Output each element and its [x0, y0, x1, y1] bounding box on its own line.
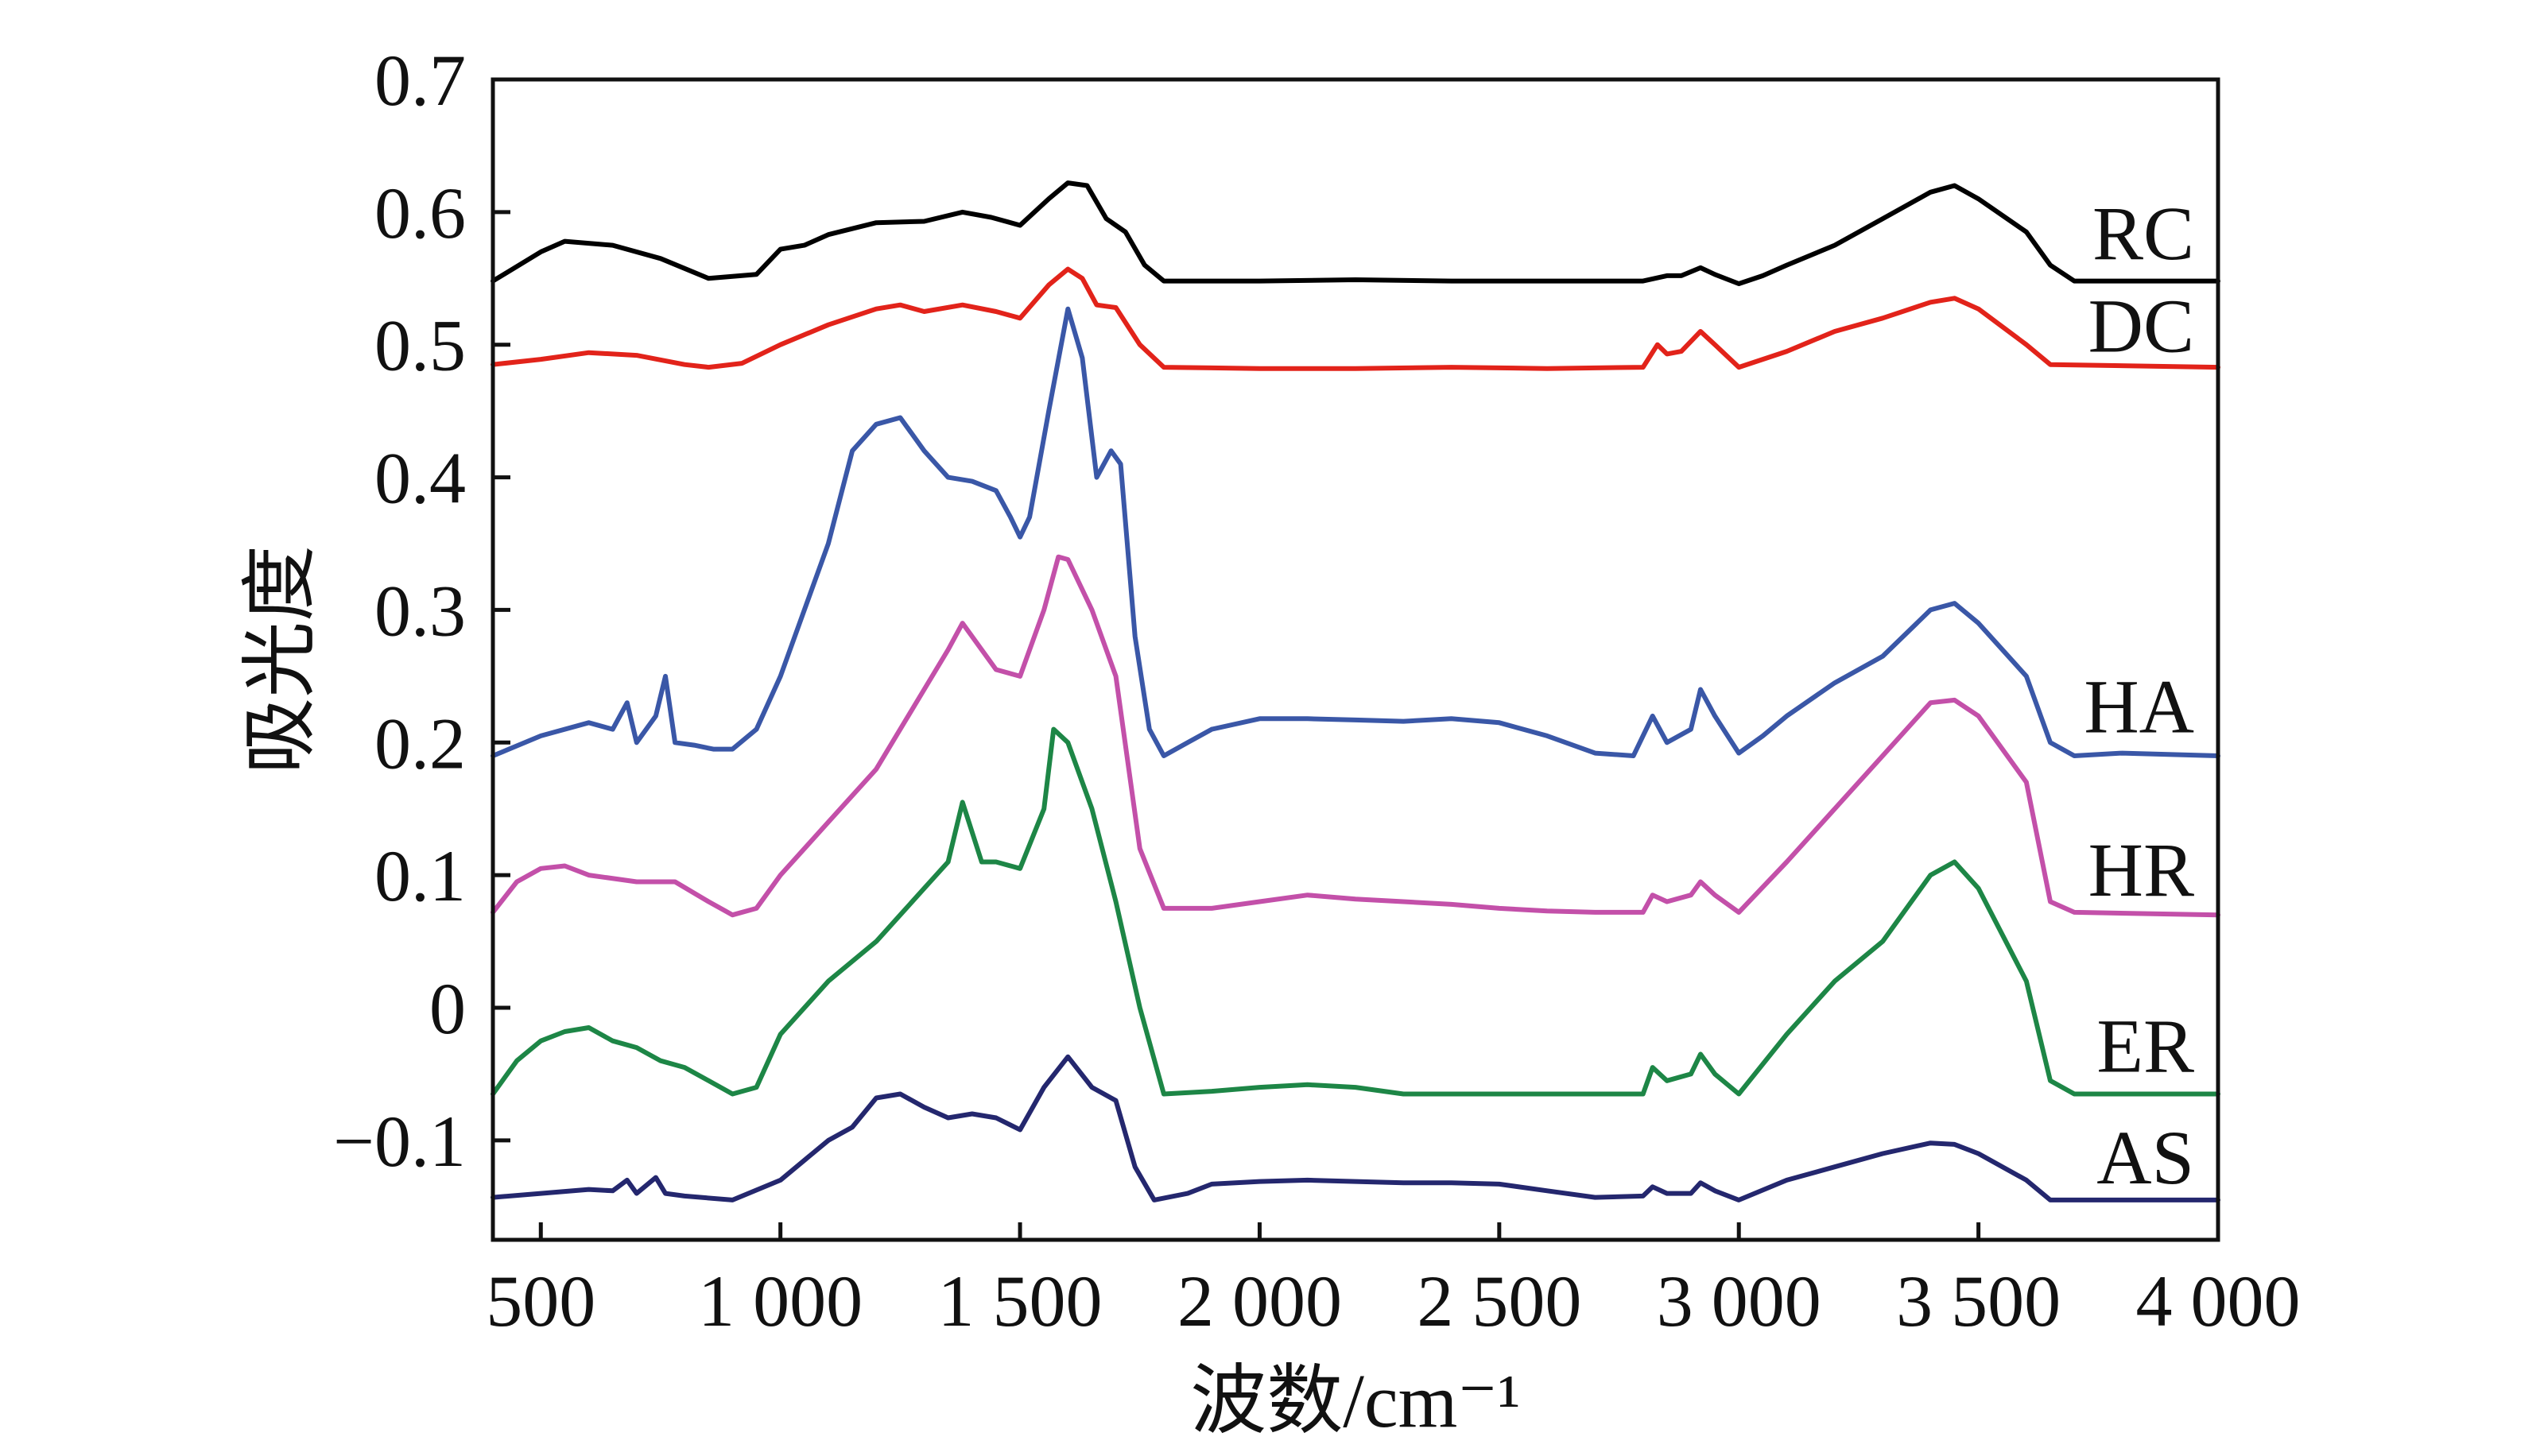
y-tick-label: 0.6	[374, 172, 466, 254]
y-tick-label: 0.3	[374, 570, 466, 651]
x-tick-label: 3 500	[1896, 1260, 2061, 1342]
plot-area-frame	[491, 77, 2220, 1242]
series-layer	[491, 180, 2220, 1202]
y-tick-label: 0.7	[374, 40, 466, 121]
series-line-er	[491, 726, 2220, 1097]
y-tick-label: 0.5	[374, 305, 466, 386]
y-tick-label: 0	[429, 968, 466, 1049]
y-tick-label: 0.1	[374, 835, 466, 916]
series-line-dc	[491, 266, 2220, 371]
x-tick-label: 1 000	[698, 1260, 863, 1342]
y-axis-title: 吸光度	[238, 545, 323, 774]
x-tick-label: 1 500	[938, 1260, 1103, 1342]
x-tick-label: 2 000	[1177, 1260, 1342, 1342]
series-line-rc	[491, 180, 2220, 286]
x-tick-label: 4 000	[2136, 1260, 2301, 1342]
series-label-er: ER	[2096, 1004, 2194, 1089]
x-tick-label: 2 500	[1417, 1260, 1581, 1342]
series-line-as	[491, 1054, 2220, 1202]
x-tick-label: 3 000	[1657, 1260, 1821, 1342]
x-axis-title: 波数/cm⁻¹	[1190, 1358, 1520, 1443]
series-label-hr: HR	[2088, 827, 2194, 912]
y-tick-label: −0.1	[333, 1101, 466, 1182]
series-line-hr	[491, 554, 2220, 918]
series-line-ha	[491, 306, 2220, 758]
y-axis-ticks: −0.1 0 0.1 0.2 0.3 0.4 0.5 0.6 0.7	[333, 40, 510, 1182]
x-axis-ticks: 500 1 000 1 500 2 000 2 500 3 000 3 500 4 000	[486, 1222, 2301, 1342]
y-tick-label: 0.2	[374, 703, 466, 784]
series-label-dc: DC	[2088, 284, 2194, 369]
series-label-rc: RC	[2092, 191, 2194, 276]
series-label-as: AS	[2096, 1115, 2194, 1200]
y-tick-label: 0.4	[374, 438, 466, 519]
x-tick-label: 500	[486, 1260, 595, 1342]
series-label-ha: HA	[2084, 664, 2194, 749]
